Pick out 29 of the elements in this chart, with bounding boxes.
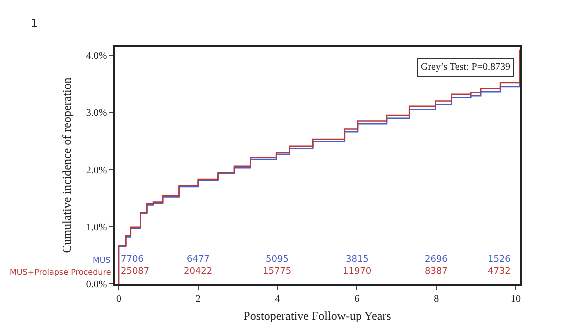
annotation: Grey’s Test: P=0.8739 — [421, 62, 510, 73]
y-tick-label: 4.0% — [86, 51, 108, 62]
series-label: MUS+Prolapse Procedure — [10, 268, 112, 277]
x-tick-label: 4 — [275, 294, 280, 305]
x-tick-label: 2 — [196, 294, 201, 305]
x-tick-label: 6 — [354, 294, 360, 305]
y-tick-label: 1.0% — [86, 222, 108, 234]
x-tick-label: 8 — [434, 294, 440, 305]
annotation: 4732 — [488, 267, 511, 277]
x-axis-title: Postoperative Follow-up Years — [244, 309, 392, 324]
annotation: 1526 — [488, 255, 512, 265]
annotation: 7706 — [121, 255, 144, 265]
annotation: 5095 — [266, 255, 289, 265]
annotation: 25087 — [121, 267, 150, 277]
x-tick-label: 0 — [116, 294, 122, 305]
annotation: 2696 — [425, 255, 448, 265]
annotation: 6477 — [187, 255, 210, 265]
annotation: 15775 — [263, 267, 292, 277]
annotation: 8387 — [425, 267, 448, 277]
text: 1 — [31, 17, 38, 30]
y-tick-label: 0.0% — [86, 280, 108, 290]
y-tick-label: 3.0% — [86, 108, 108, 120]
y-axis-title: Cumulative incidence of reoperation — [60, 78, 74, 254]
annotation: 11970 — [343, 267, 372, 277]
annotation: 3815 — [346, 255, 369, 265]
x-tick-label: 10 — [511, 294, 522, 305]
annotation: 20422 — [184, 267, 213, 277]
series-label: MUS — [93, 256, 111, 265]
y-tick-label: 2.0% — [86, 165, 108, 176]
